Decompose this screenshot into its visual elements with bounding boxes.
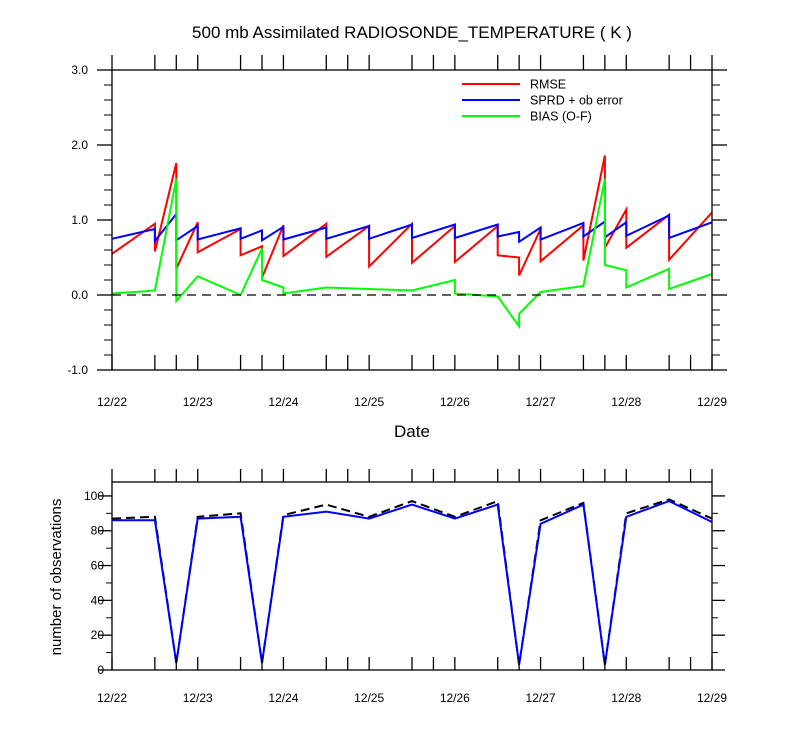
bottom-x-tick-labels: 12/22 12/23 12/24 12/25 12/26 12/27 12/28 12/29: [97, 691, 727, 705]
bottom-ticks: [99, 469, 725, 671]
top-plot-frame: [111, 69, 713, 371]
x-tick-label: 12/23: [183, 395, 213, 409]
x-axis-label: Date: [394, 422, 430, 441]
legend-label-sprd-ob-error: SPRD + ob error: [530, 94, 623, 108]
y-tick-label: -1.0: [67, 363, 88, 377]
chart-title: 500 mb Assimilated RADIOSONDE_TEMPERATUR…: [192, 23, 632, 42]
top-series-group: [111, 155, 713, 330]
y-tick-label: 3.0: [71, 63, 88, 77]
bottom-plot-frame: [111, 481, 713, 671]
legend-label-rmse: RMSE: [530, 78, 566, 92]
x-tick-label: 12/25: [354, 691, 384, 705]
x-tick-label: 12/28: [611, 395, 641, 409]
x-tick-label: 12/23: [183, 691, 213, 705]
x-tick-label: 12/27: [526, 395, 556, 409]
series-line-rmse: [111, 155, 713, 279]
y-tick-label: 60: [91, 559, 105, 573]
top-chart: 12/22 12/23 12/24 12/25 12/26 12/27 12/28 12/29…: [67, 55, 727, 409]
legend-label-bias-o-f: BIAS (O-F): [530, 110, 592, 124]
y-tick-label: 40: [91, 593, 105, 607]
x-tick-label: 12/22: [97, 395, 127, 409]
y-tick-label: 1.0: [71, 213, 88, 227]
y-tick-label: 0.0: [71, 288, 88, 302]
x-tick-label: 12/27: [526, 691, 556, 705]
x-tick-label: 12/28: [611, 691, 641, 705]
bottom-y-tick-labels: 0 20 40 60 80 100: [84, 489, 104, 677]
y-tick-label: 80: [91, 524, 105, 538]
x-tick-label: 12/25: [354, 395, 384, 409]
series-line-possible-observations: [111, 498, 713, 665]
x-tick-label: 12/24: [268, 395, 298, 409]
top-y-tick-labels: -1.0 0.0 1.0 2.0 3.0: [67, 63, 88, 377]
y-tick-label: 0: [97, 663, 104, 677]
y-tick-label: 100: [84, 489, 104, 503]
y-tick-label: 2.0: [71, 138, 88, 152]
x-tick-label: 12/24: [268, 691, 298, 705]
x-tick-label: 12/26: [440, 691, 470, 705]
x-tick-label: 12/29: [697, 691, 727, 705]
bottom-chart: 12/22 12/23 12/24 12/25 12/26 12/27 12/28 12/29…: [84, 469, 727, 705]
x-tick-label: 12/26: [440, 395, 470, 409]
series-line-bias-o-f: [111, 178, 713, 330]
x-tick-label: 12/22: [97, 691, 127, 705]
y-tick-label: 20: [91, 628, 105, 642]
y-axis-label-observations: number of observations: [48, 499, 65, 656]
bottom-series-group: [111, 498, 713, 665]
legend: RMSE SPRD + ob error BIAS (O-F): [462, 78, 623, 124]
series-line-assimilated-observations: [112, 500, 713, 665]
x-tick-label: 12/29: [697, 395, 727, 409]
top-x-tick-labels: 12/22 12/23 12/24 12/25 12/26 12/27 12/28 12/29: [97, 395, 727, 409]
top-ticks: [97, 55, 727, 371]
